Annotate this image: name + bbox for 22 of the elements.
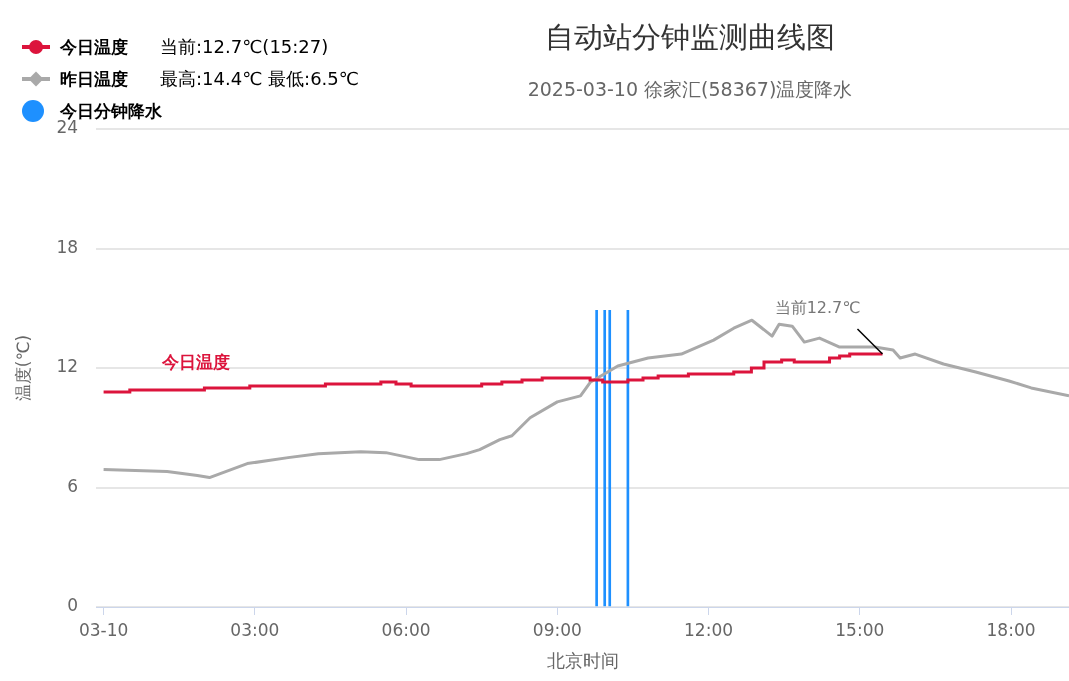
y-tick-label: 0 [67,595,79,616]
y-tick-label: 18 [56,236,79,257]
text: 当前:12.7℃(15:27) [160,35,329,59]
text: 今日温度 [161,352,230,373]
x-tick-label: 18:00 [986,619,1036,640]
legend-label: 昨日温度 [60,67,129,91]
chart-title: 自动站分钟监测曲线图 [544,19,836,56]
x-tick-label: 12:00 [684,619,734,640]
chart-subtitle: 2025-03-10 徐家汇(58367)温度降水 [526,77,854,102]
x-tick-label: 15:00 [835,619,885,640]
x-tick-label: 06:00 [381,619,431,640]
text: 最高:14.4℃ 最低:6.5℃ [160,67,359,91]
x-axis-title: 北京时间 [546,649,619,671]
x-tick-label: 03:00 [230,619,280,640]
x-tick-label: 03-10 [78,619,129,640]
x-tick-label: 09:00 [532,619,582,640]
y-tick-label: 12 [56,356,79,377]
legend-label: 今日分钟降水 [60,99,162,121]
legend-label: 今日温度 [60,35,129,59]
annotation: 当前12.7℃ [774,298,861,318]
y-axis-title: 温度(℃) [12,334,33,402]
y-tick-label: 6 [67,475,79,496]
